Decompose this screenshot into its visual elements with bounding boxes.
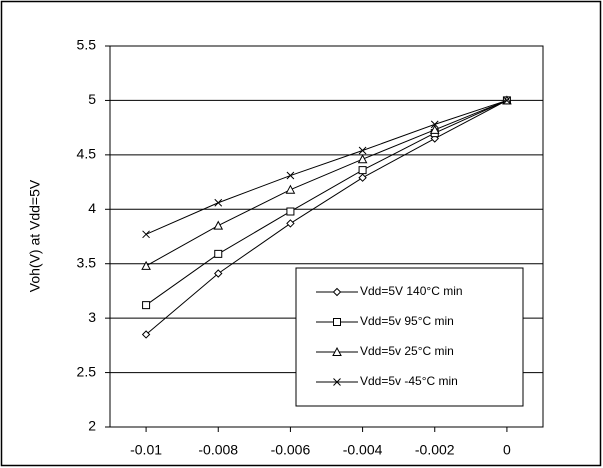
legend-label: Vdd=5V 140°C min	[360, 284, 463, 298]
marker	[142, 230, 150, 239]
y-tick-label: 3.5	[77, 254, 97, 270]
marker	[333, 378, 341, 386]
marker	[142, 301, 151, 310]
marker	[430, 120, 439, 129]
legend-label: Vdd=5v -45°C min	[360, 374, 458, 388]
marker	[286, 171, 295, 180]
series-line	[145, 99, 508, 235]
marker	[358, 166, 367, 175]
y-tick-label: 3	[88, 309, 96, 325]
series-line	[145, 99, 508, 267]
x-tick-label: -0.004	[343, 442, 383, 458]
marker	[358, 173, 367, 182]
y-tick-label: 2.5	[77, 363, 97, 379]
marker	[286, 219, 295, 228]
marker	[214, 269, 223, 278]
plot-frame	[109, 45, 544, 428]
marker	[141, 330, 151, 339]
marker	[332, 346, 342, 356]
legend-label: Vdd=5v 95°C min	[360, 314, 454, 328]
y-tick-label: 5	[88, 91, 96, 107]
series-line	[145, 99, 508, 306]
marker	[214, 198, 223, 207]
marker	[213, 220, 224, 230]
y-tick-label: 2	[88, 418, 96, 434]
marker	[333, 318, 341, 326]
marker	[357, 154, 368, 164]
x-tick-label: -0.01	[130, 442, 162, 458]
y-tick-label: 5.5	[77, 37, 97, 53]
marker	[285, 184, 296, 194]
y-tick-label: 4.5	[77, 146, 97, 162]
marker	[332, 287, 342, 297]
legend-label: Vdd=5v 25°C min	[360, 344, 454, 358]
marker	[503, 96, 511, 105]
y-tick-label: 4	[88, 200, 96, 216]
marker	[141, 260, 151, 270]
marker	[358, 146, 367, 155]
y-axis-label: Voh(V) at Vdd=5V	[27, 179, 43, 292]
x-tick-label: -0.008	[198, 442, 238, 458]
x-tick-label: 0	[503, 442, 511, 458]
series-line	[145, 99, 508, 335]
marker	[286, 207, 295, 216]
legend: Vdd=5V 140°C min Vdd=5v 95°C min Vdd=5v 25…	[295, 267, 524, 407]
marker	[429, 124, 440, 134]
x-tick-label: -0.006	[271, 442, 311, 458]
marker	[214, 249, 223, 258]
x-tick-label: -0.002	[415, 442, 455, 458]
